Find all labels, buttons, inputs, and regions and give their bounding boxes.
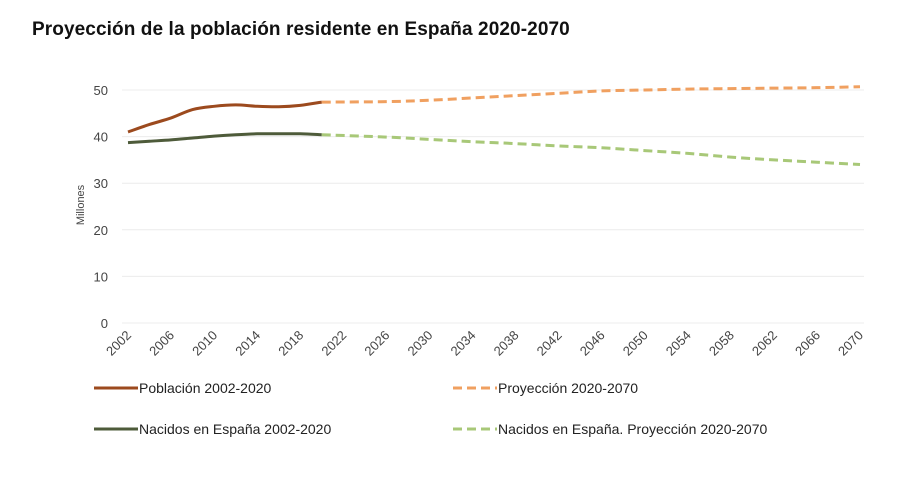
x-tick-label: 2054: [663, 328, 694, 359]
series-lines: [127, 85, 861, 167]
y-tick-label: 50: [94, 83, 108, 98]
x-tick-label: 2034: [448, 328, 479, 359]
x-tick-label: 2070: [835, 328, 866, 359]
x-tick-label: 2006: [146, 328, 177, 359]
x-tick-label: 2030: [404, 328, 435, 359]
legend-swatch-nacidos: [94, 427, 138, 431]
y-tick-label: 10: [94, 269, 108, 284]
legend-item-nacidos: Nacidos en España 2002-2020: [94, 421, 331, 437]
y-axis-label: Millones: [75, 184, 87, 225]
gridlines: [122, 89, 864, 324]
x-tick-label: 2014: [232, 328, 263, 359]
legend-item-proyeccion: Proyección 2020-2070: [453, 380, 638, 396]
y-tick-label: 30: [94, 176, 108, 191]
y-axis-ticks: 0 10 20 30 40 50: [94, 83, 108, 331]
x-axis-ticks: 2002 2006 2010 2014 2018 2022 2026 2030 2034 2038…: [103, 328, 866, 359]
legend-swatch-nacidos-proyeccion: [453, 427, 497, 431]
legend-label: Nacidos en España 2002-2020: [139, 421, 332, 437]
y-tick-label: 20: [94, 223, 108, 238]
legend-label: Población 2002-2020: [139, 380, 272, 396]
legend-swatch-poblacion: [94, 386, 138, 390]
series-line-2: [127, 132, 322, 145]
x-tick-label: 2002: [103, 328, 134, 359]
x-tick-label: 2038: [491, 328, 522, 359]
x-tick-label: 2010: [189, 328, 220, 359]
legend-swatch-proyeccion: [453, 386, 497, 390]
y-tick-label: 40: [94, 130, 108, 145]
x-tick-label: 2042: [534, 328, 565, 359]
legend-label: Proyección 2020-2070: [498, 380, 639, 396]
legend-label: Nacidos en España. Proyección 2020-2070: [498, 421, 768, 437]
x-tick-label: 2018: [275, 328, 306, 359]
y-tick-label: 0: [101, 316, 108, 331]
chart-title: Proyección de la población residente en …: [32, 19, 570, 40]
x-tick-label: 2050: [620, 328, 651, 359]
x-tick-label: 2026: [361, 328, 392, 359]
series-line-1: [321, 85, 861, 104]
x-tick-label: 2046: [577, 328, 608, 359]
x-tick-label: 2058: [706, 328, 737, 359]
series-line-0: [127, 100, 322, 134]
x-tick-label: 2066: [792, 328, 823, 359]
series-line-3: [321, 133, 861, 167]
legend-item-nacidos-proyeccion: Nacidos en España. Proyección 2020-2070: [453, 421, 767, 437]
x-tick-label: 2062: [749, 328, 780, 359]
x-tick-label: 2022: [318, 328, 349, 359]
legend-item-poblacion: Población 2002-2020: [94, 380, 271, 396]
